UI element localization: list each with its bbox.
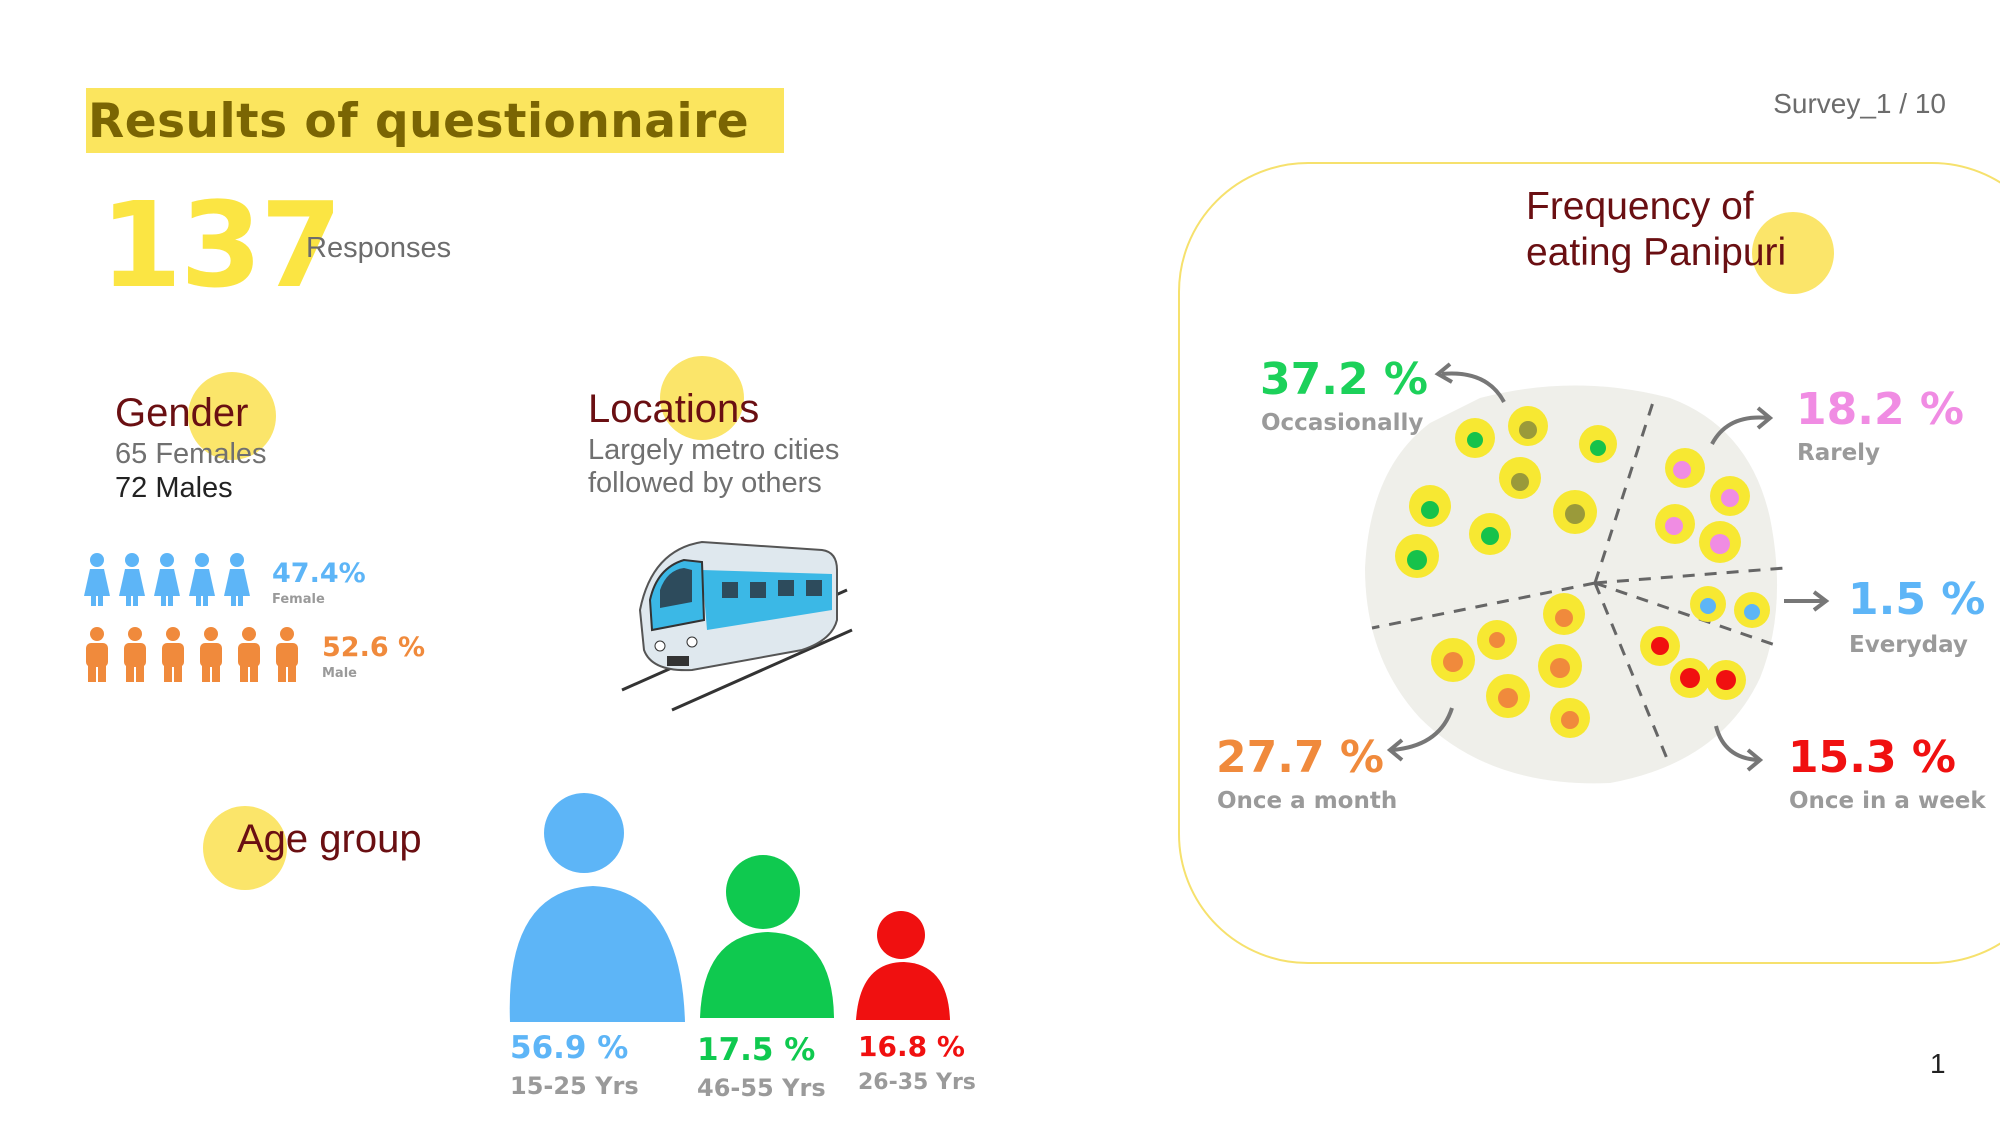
age-range-15-25: 15-25 Yrs bbox=[510, 1072, 639, 1100]
frequency-heading-line-2: eating Panipuri bbox=[1526, 231, 1787, 274]
metro-train-icon bbox=[621, 540, 853, 712]
female-percent: 47.4% bbox=[272, 558, 366, 589]
female-person-icon bbox=[224, 553, 250, 606]
occasionally-puris bbox=[1395, 406, 1617, 578]
age-pct-15-25: 56.9 % bbox=[510, 1030, 629, 1066]
male-people-row bbox=[84, 626, 300, 682]
gender-highlight-blob bbox=[188, 372, 276, 460]
page-number: 1 bbox=[1930, 1048, 1946, 1079]
freq-everyday-pct: 1.5 % bbox=[1848, 574, 1986, 625]
locations-highlight-blob bbox=[660, 356, 744, 440]
male-person-icon bbox=[276, 627, 298, 682]
freq-once-a-month-pct: 27.7 % bbox=[1216, 732, 1384, 783]
survey-tag: Survey_1 / 10 bbox=[1773, 88, 1946, 119]
freq-once-a-month-label: Once a month bbox=[1217, 788, 1398, 814]
age-range-26-35: 26-35 Yrs bbox=[858, 1070, 976, 1095]
frequency-card bbox=[1178, 162, 2000, 964]
curved-arrow-icon bbox=[1434, 362, 1506, 403]
frequency-heading-line-1: Frequency of bbox=[1526, 185, 1754, 228]
freq-once-in-a-week-label: Once in a week bbox=[1789, 788, 1986, 814]
male-person-icon bbox=[200, 627, 222, 682]
rarely-puris bbox=[1655, 448, 1750, 563]
age-highlight-blob bbox=[203, 806, 287, 890]
male-person-icon bbox=[86, 627, 108, 682]
female-people-row bbox=[84, 552, 250, 606]
curved-arrow-icon bbox=[1714, 725, 1764, 772]
age-46-55-person-icon bbox=[700, 855, 834, 1018]
freq-occasionally-pct: 37.2 % bbox=[1260, 354, 1428, 405]
frequency-highlight-blob bbox=[1752, 212, 1834, 294]
title-highlight bbox=[86, 88, 784, 153]
once-a-week-puris bbox=[1640, 626, 1746, 700]
freq-rarely-pct: 18.2 % bbox=[1796, 384, 1964, 435]
once-a-month-puris bbox=[1431, 593, 1590, 738]
age-26-35-person-icon bbox=[856, 911, 950, 1020]
male-person-icon bbox=[162, 627, 184, 682]
everyday-puris bbox=[1690, 586, 1770, 628]
gender-heading: Gender bbox=[115, 391, 249, 435]
age-pct-46-55: 17.5 % bbox=[697, 1032, 816, 1068]
age-range-46-55: 46-55 Yrs bbox=[697, 1074, 826, 1102]
female-person-icon bbox=[84, 553, 110, 606]
age-group-heading: Age group bbox=[237, 817, 422, 861]
freq-occasionally-label: Occasionally bbox=[1261, 410, 1424, 436]
freq-everyday-label: Everyday bbox=[1849, 632, 1968, 658]
locations-heading: Locations bbox=[588, 387, 760, 431]
female-person-icon bbox=[189, 553, 215, 606]
female-caption: Female bbox=[272, 592, 325, 607]
panipuri-plate-icon bbox=[1365, 385, 1786, 784]
gender-males-line: 72 Males bbox=[115, 472, 233, 504]
female-person-icon bbox=[154, 553, 180, 606]
male-person-icon bbox=[238, 627, 260, 682]
curved-arrow-icon bbox=[1784, 590, 1830, 612]
age-pct-26-35: 16.8 % bbox=[858, 1030, 965, 1063]
male-percent: 52.6 % bbox=[322, 632, 426, 663]
responses-count: 137 bbox=[100, 176, 342, 314]
page-title: Results of questionnaire bbox=[88, 94, 750, 149]
curved-arrow-icon bbox=[1386, 707, 1454, 762]
locations-line-1: Largely metro cities bbox=[588, 434, 840, 466]
gender-females-line: 65 Females bbox=[115, 438, 267, 470]
female-person-icon bbox=[119, 553, 145, 606]
male-caption: Male bbox=[322, 666, 357, 681]
freq-rarely-label: Rarely bbox=[1797, 440, 1881, 466]
responses-label: Responses bbox=[306, 232, 452, 264]
age-15-25-person-icon bbox=[509, 793, 685, 1022]
freq-once-in-a-week-pct: 15.3 % bbox=[1788, 732, 1956, 783]
male-person-icon bbox=[124, 627, 146, 682]
locations-line-2: followed by others bbox=[588, 467, 822, 499]
curved-arrow-icon bbox=[1710, 406, 1774, 445]
